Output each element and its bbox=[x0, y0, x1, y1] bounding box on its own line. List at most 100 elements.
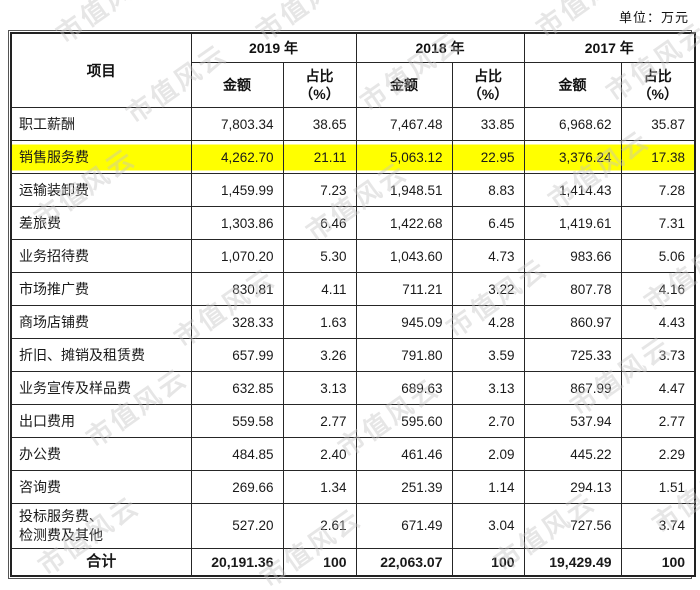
value-cell: 22.95 bbox=[451, 140, 525, 174]
value-cell: 1,422.68 bbox=[355, 206, 453, 240]
value-cell: 727.56 bbox=[523, 503, 622, 549]
value-cell: 269.66 bbox=[190, 470, 284, 504]
item-cell: 市场推广费 bbox=[10, 272, 192, 306]
value-cell: 20,191.36 bbox=[190, 547, 284, 577]
value-cell: 632.85 bbox=[190, 371, 284, 405]
value-cell: 328.33 bbox=[190, 305, 284, 339]
item-cell: 业务招待费 bbox=[10, 239, 192, 273]
value-cell: 445.22 bbox=[523, 437, 622, 471]
col-header-year-2019: 2019 年 bbox=[190, 32, 357, 63]
value-cell: 2.77 bbox=[282, 404, 357, 438]
item-cell: 销售服务费 bbox=[10, 140, 192, 174]
item-cell: 运输装卸费 bbox=[10, 173, 192, 207]
table-row: 业务宣传及样品费 632.85 3.13 689.63 3.13 867.99 4.47 bbox=[10, 371, 696, 405]
item-cell: 出口费用 bbox=[10, 404, 192, 438]
value-cell: 2.09 bbox=[451, 437, 525, 471]
value-cell: 7,467.48 bbox=[355, 107, 453, 141]
value-cell: 100 bbox=[451, 547, 525, 577]
value-cell: 3.22 bbox=[451, 272, 525, 306]
value-cell: 1,419.61 bbox=[523, 206, 622, 240]
value-cell: 2.70 bbox=[451, 404, 525, 438]
table-row: 差旅费 1,303.86 6.46 1,422.68 6.45 1,419.61 7.31 bbox=[10, 206, 696, 240]
value-cell: 527.20 bbox=[190, 503, 284, 549]
value-cell: 1,459.99 bbox=[190, 173, 284, 207]
item-cell: 职工薪酬 bbox=[10, 107, 192, 141]
value-cell: 3.04 bbox=[451, 503, 525, 549]
table-row: 出口费用 559.58 2.77 595.60 2.70 537.94 2.77 bbox=[10, 404, 696, 438]
value-cell: 860.97 bbox=[523, 305, 622, 339]
value-cell: 1,948.51 bbox=[355, 173, 453, 207]
value-cell: 983.66 bbox=[523, 239, 622, 273]
item-cell: 合计 bbox=[10, 547, 192, 577]
value-cell: 294.13 bbox=[523, 470, 622, 504]
value-cell: 17.38 bbox=[620, 140, 696, 174]
value-cell: 3.73 bbox=[620, 338, 696, 372]
table-row: 办公费 484.85 2.40 461.46 2.09 445.22 2.29 bbox=[10, 437, 696, 471]
value-cell: 3.74 bbox=[620, 503, 696, 549]
item-cell: 办公费 bbox=[10, 437, 192, 471]
expense-table: 项目 2019 年 2018 年 2017 年 金额 占比 （%） 金额 占比 … bbox=[10, 32, 697, 577]
value-cell: 100 bbox=[282, 547, 357, 577]
table-row: 职工薪酬 7,803.34 38.65 7,467.48 33.85 6,968.62 35… bbox=[10, 107, 696, 141]
value-cell: 2.77 bbox=[620, 404, 696, 438]
value-cell: 657.99 bbox=[190, 338, 284, 372]
total-row: 合计 20,191.36 100 22,063.07 100 19,429.49 100 bbox=[10, 547, 696, 577]
value-cell: 100 bbox=[620, 547, 696, 577]
value-cell: 7.23 bbox=[282, 173, 357, 207]
value-cell: 3.13 bbox=[282, 371, 357, 405]
highlighted-row: 销售服务费 4,262.70 21.11 5,063.12 22.95 3,376.24 1… bbox=[10, 140, 696, 174]
col-header-year-2017: 2017 年 bbox=[523, 32, 696, 63]
table-row: 折旧、摊销及租赁费 657.99 3.26 791.80 3.59 725.33 3.73 bbox=[10, 338, 696, 372]
item-cell: 业务宣传及样品费 bbox=[10, 371, 192, 405]
value-cell: 35.87 bbox=[620, 107, 696, 141]
value-cell: 725.33 bbox=[523, 338, 622, 372]
value-cell: 5,063.12 bbox=[355, 140, 453, 174]
value-cell: 595.60 bbox=[355, 404, 453, 438]
value-cell: 1,043.60 bbox=[355, 239, 453, 273]
value-cell: 7,803.34 bbox=[190, 107, 284, 141]
table-row: 市场推广费 830.81 4.11 711.21 3.22 807.78 4.16 bbox=[10, 272, 696, 306]
header-year-row: 项目 2019 年 2018 年 2017 年 bbox=[10, 32, 696, 108]
col-header-amount-2019: 金额 bbox=[190, 62, 284, 108]
col-header-year-2018: 2018 年 bbox=[355, 32, 525, 63]
col-header-ratio-2019: 占比 （%） bbox=[282, 62, 357, 108]
col-header-amount-2018: 金额 bbox=[355, 62, 453, 108]
col-header-item: 项目 bbox=[10, 32, 192, 108]
value-cell: 2.40 bbox=[282, 437, 357, 471]
value-cell: 711.21 bbox=[355, 272, 453, 306]
value-cell: 4.11 bbox=[282, 272, 357, 306]
value-cell: 830.81 bbox=[190, 272, 284, 306]
value-cell: 7.28 bbox=[620, 173, 696, 207]
value-cell: 6,968.62 bbox=[523, 107, 622, 141]
item-cell: 咨询费 bbox=[10, 470, 192, 504]
value-cell: 3,376.24 bbox=[523, 140, 622, 174]
expense-table-wrapper: 项目 2019 年 2018 年 2017 年 金额 占比 （%） 金额 占比 … bbox=[8, 30, 697, 579]
value-cell: 5.30 bbox=[282, 239, 357, 273]
table-row: 商场店铺费 328.33 1.63 945.09 4.28 860.97 4.43 bbox=[10, 305, 696, 339]
value-cell: 4.43 bbox=[620, 305, 696, 339]
value-cell: 2.61 bbox=[282, 503, 357, 549]
table-header: 项目 2019 年 2018 年 2017 年 金额 占比 （%） 金额 占比 … bbox=[10, 32, 696, 108]
item-cell: 差旅费 bbox=[10, 206, 192, 240]
item-cell: 商场店铺费 bbox=[10, 305, 192, 339]
value-cell: 945.09 bbox=[355, 305, 453, 339]
value-cell: 689.63 bbox=[355, 371, 453, 405]
value-cell: 1.63 bbox=[282, 305, 357, 339]
value-cell: 1,070.20 bbox=[190, 239, 284, 273]
value-cell: 461.46 bbox=[355, 437, 453, 471]
value-cell: 33.85 bbox=[451, 107, 525, 141]
value-cell: 867.99 bbox=[523, 371, 622, 405]
value-cell: 3.26 bbox=[282, 338, 357, 372]
value-cell: 484.85 bbox=[190, 437, 284, 471]
value-cell: 22,063.07 bbox=[355, 547, 453, 577]
value-cell: 5.06 bbox=[620, 239, 696, 273]
value-cell: 8.83 bbox=[451, 173, 525, 207]
value-cell: 791.80 bbox=[355, 338, 453, 372]
value-cell: 4.47 bbox=[620, 371, 696, 405]
value-cell: 3.13 bbox=[451, 371, 525, 405]
value-cell: 3.59 bbox=[451, 338, 525, 372]
value-cell: 1.51 bbox=[620, 470, 696, 504]
value-cell: 4.16 bbox=[620, 272, 696, 306]
value-cell: 6.45 bbox=[451, 206, 525, 240]
